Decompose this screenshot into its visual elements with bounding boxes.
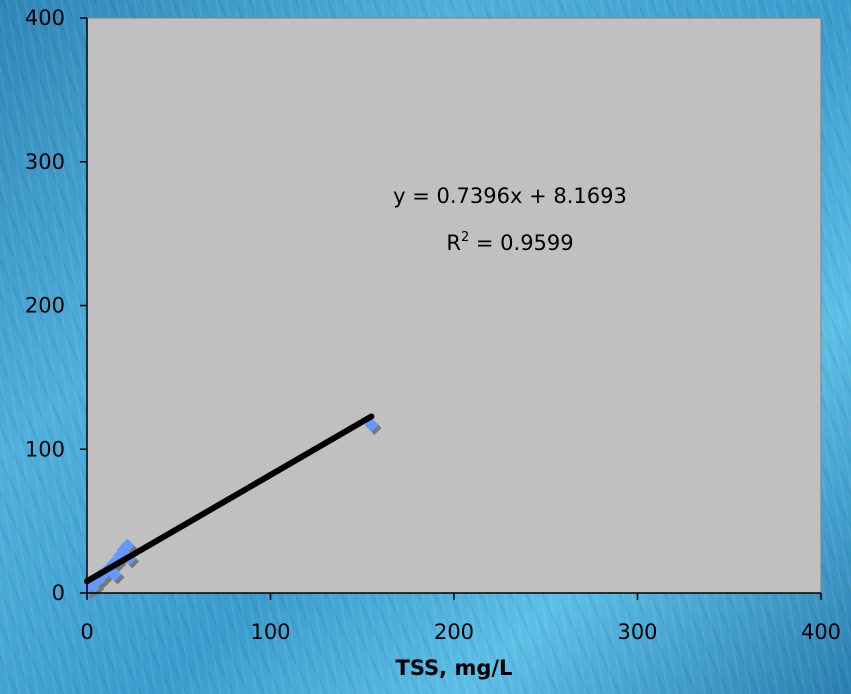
axes	[80, 17, 822, 600]
y-tick-label: 200	[25, 294, 65, 318]
y-tick-label: 300	[25, 150, 65, 174]
data-point-marker	[120, 538, 135, 553]
plot-area	[86, 17, 822, 594]
r-squared-superscript: 2	[461, 230, 469, 245]
x-tick-label: 400	[801, 620, 841, 644]
y-tick-label: 100	[25, 437, 65, 461]
trendline-equation: y = 0.7396x + 8.1693	[393, 184, 627, 208]
r-squared-r: R	[446, 231, 461, 255]
x-tick-label: 300	[617, 620, 657, 644]
r-squared-value: = 0.9599	[469, 231, 573, 255]
x-axis-title: TSS, mg/L	[396, 656, 513, 680]
tick-labels: 0 100 200 300 400 0 100 200 300 400	[25, 6, 841, 644]
data-point-marker	[107, 567, 122, 582]
r-squared-label: R2 = 0.9599	[446, 230, 573, 255]
x-tick-label: 0	[80, 620, 93, 644]
trendline	[84, 413, 375, 585]
y-tick-label: 400	[25, 6, 65, 30]
data-points	[81, 417, 382, 599]
x-tick-label: 100	[250, 620, 290, 644]
data-point	[107, 567, 125, 585]
y-tick-label: 0	[52, 581, 65, 605]
x-tick-label: 200	[434, 620, 474, 644]
